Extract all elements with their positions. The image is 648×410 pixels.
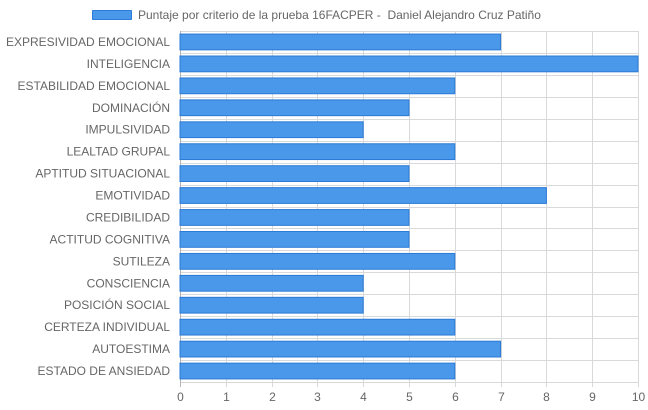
x-tick-label: 9 <box>589 390 596 404</box>
bar[interactable] <box>179 121 364 139</box>
category-label: DOMINACIÓN <box>92 100 170 115</box>
bar[interactable] <box>179 231 410 248</box>
category-label: EMOTIVIDAD <box>95 189 170 203</box>
legend-series-label: Puntaje por criterio de la prueba 16FACP… <box>138 8 541 22</box>
category-label: ACTITUD COGNITIVA <box>50 232 170 246</box>
bar[interactable] <box>179 143 456 161</box>
category-label: APTITUD SITUACIONAL <box>35 167 170 181</box>
bar[interactable] <box>179 77 456 95</box>
x-tick-label: 4 <box>360 390 367 404</box>
x-tick-label: 5 <box>406 390 413 404</box>
legend-swatch <box>92 10 132 20</box>
x-tick-label: 1 <box>223 390 230 404</box>
x-tick-label: 3 <box>314 390 321 404</box>
bar[interactable] <box>179 55 639 73</box>
bar[interactable] <box>179 252 456 270</box>
category-label: IMPULSIVIDAD <box>85 123 170 137</box>
category-label: POSICIÓN SOCIAL <box>64 297 170 312</box>
bar[interactable] <box>179 165 410 182</box>
bar[interactable] <box>179 33 502 51</box>
bar[interactable] <box>179 209 410 226</box>
bar[interactable] <box>179 340 502 358</box>
category-label: ESTABILIDAD EMOCIONAL <box>18 79 171 93</box>
category-label: EXPRESIVIDAD EMOCIONAL <box>6 35 170 49</box>
category-label: LEALTAD GRUPAL <box>67 145 171 159</box>
category-label: INTELIGENCIA <box>87 57 170 71</box>
category-label: SUTILEZA <box>113 254 170 268</box>
bar[interactable] <box>179 318 456 336</box>
x-tick-label: 10 <box>632 390 646 404</box>
chart-legend[interactable]: Puntaje por criterio de la prueba 16FACP… <box>92 6 541 24</box>
x-tick-label: 2 <box>269 390 276 404</box>
x-tick-label: 8 <box>543 390 550 404</box>
category-label: CERTEZA INDIVIDUAL <box>44 320 170 334</box>
bar[interactable] <box>179 362 456 380</box>
bar[interactable] <box>179 274 364 292</box>
x-tick-label: 7 <box>498 390 505 404</box>
category-label: CREDIBILIDAD <box>86 210 170 224</box>
x-tick-label: 0 <box>177 390 184 404</box>
category-label: ESTADO DE ANSIEDAD <box>38 364 171 378</box>
bar[interactable] <box>179 99 410 117</box>
x-tick-label: 6 <box>452 390 459 404</box>
bar[interactable] <box>179 187 547 204</box>
bar[interactable] <box>179 296 364 314</box>
category-label: AUTOESTIMA <box>92 342 170 356</box>
category-label: CONSCIENCIA <box>87 276 170 290</box>
